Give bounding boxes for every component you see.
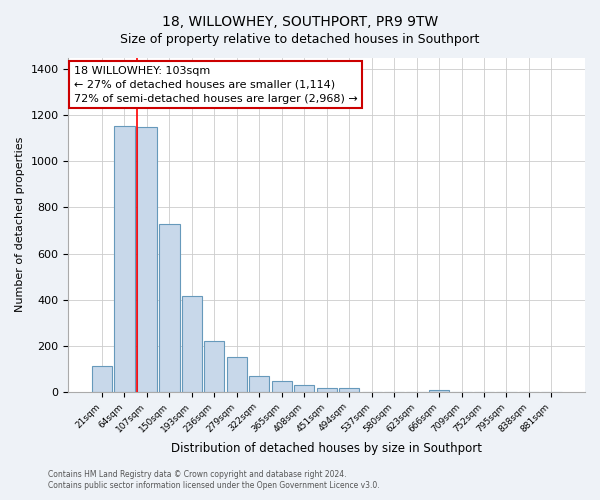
X-axis label: Distribution of detached houses by size in Southport: Distribution of detached houses by size … (171, 442, 482, 455)
Text: 18 WILLOWHEY: 103sqm
← 27% of detached houses are smaller (1,114)
72% of semi-de: 18 WILLOWHEY: 103sqm ← 27% of detached h… (74, 66, 358, 104)
Bar (227, 358, 247, 392)
Bar (429, 390, 449, 392)
Bar (159, 224, 179, 392)
Bar (272, 381, 292, 392)
Bar (249, 376, 269, 392)
Bar (339, 388, 359, 392)
Bar (137, 127, 157, 392)
Bar (115, 126, 134, 392)
Bar (182, 296, 202, 392)
Bar (92, 366, 112, 392)
Text: 18, WILLOWHEY, SOUTHPORT, PR9 9TW: 18, WILLOWHEY, SOUTHPORT, PR9 9TW (162, 15, 438, 29)
Bar (317, 388, 337, 392)
Text: Size of property relative to detached houses in Southport: Size of property relative to detached ho… (121, 32, 479, 46)
Text: Contains HM Land Registry data © Crown copyright and database right 2024.
Contai: Contains HM Land Registry data © Crown c… (48, 470, 380, 490)
Bar (204, 341, 224, 392)
Bar (294, 385, 314, 392)
Y-axis label: Number of detached properties: Number of detached properties (15, 137, 25, 312)
